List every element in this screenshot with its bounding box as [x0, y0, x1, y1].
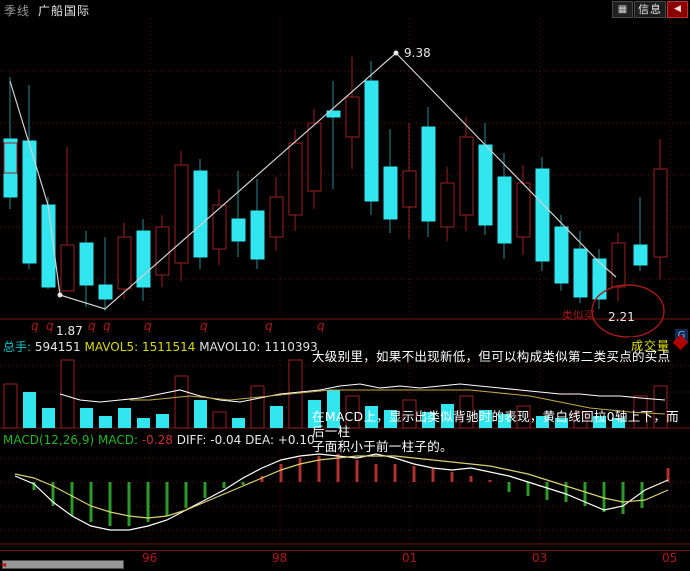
mavol5-value: 1511514: [141, 340, 196, 354]
volume-panel-tag: 成交量: [628, 337, 672, 354]
macd-annotation-text: 在MACD上，显示出类似背驰时的表现，黄白线回拉0轴上下，而后一柱 子面积小于前…: [312, 409, 679, 454]
trend-down-initial: [9, 80, 61, 296]
scroll-left-arrow[interactable]: ◄: [0, 560, 7, 569]
x-tick-label: 03: [532, 551, 548, 565]
trend-lines: [9, 52, 617, 310]
mavol10-line: [130, 389, 666, 415]
info-button[interactable]: 信息: [634, 1, 666, 18]
price-chart-svg: [0, 19, 690, 338]
q-marker: q: [265, 319, 273, 333]
macd-indicator-name: MACD(12,26,9): [3, 433, 95, 447]
macd-value-label: MACD:: [97, 433, 138, 447]
x-tick-label: 05: [662, 551, 678, 565]
mavol10-value: 1110393: [264, 340, 318, 354]
volume-chart-svg: [0, 356, 690, 429]
candlestick-series: [3, 57, 668, 311]
macd-chart-svg: [0, 450, 690, 545]
trend-up-major: [59, 52, 397, 310]
dea-label: DEA:: [245, 433, 274, 447]
x-tick-label: 96: [142, 551, 158, 565]
title-text: 季线 广船国际: [4, 2, 90, 19]
q-marker: q: [200, 319, 208, 333]
grid-icon[interactable]: ▦: [612, 1, 633, 18]
buy-point-ellipse: [591, 284, 665, 338]
q-marker: q: [31, 319, 39, 333]
title-bar: 季线 广船国际 ▦ 信息 ◀: [0, 0, 690, 20]
volume-bars: [3, 359, 668, 429]
circled-low-label: 2.21: [608, 310, 635, 324]
q-marker: q: [103, 319, 111, 333]
macd-grid: [0, 450, 690, 544]
swing-high-label: 9.38: [404, 46, 431, 60]
volume-total-label: 总手:: [3, 340, 32, 354]
q-marker: q: [88, 319, 96, 333]
volume-readout: 总手: 594151 MAVOL5: 1511514 MAVOL10: 1110…: [3, 338, 318, 355]
trend-down-major: [395, 52, 601, 264]
price-annotation-text: 大级别里，如果不出现新低，但可以构成类似第二类买点的买点: [312, 349, 671, 364]
q-marker: q: [144, 319, 152, 333]
close-icon[interactable]: ◀: [667, 1, 688, 18]
q-marker: q: [317, 319, 325, 333]
mavol5-line: [59, 383, 666, 403]
stock-name-label: 广船国际: [38, 4, 91, 18]
diff-line: [14, 453, 669, 531]
macd-readout: MACD(12,26,9) MACD: -0.28 DIFF: -0.04 DE…: [3, 433, 315, 447]
price-chart-panel[interactable]: 9.38 1.87 2.21 类似买 G: [0, 19, 690, 343]
macd-value: -0.28: [141, 433, 173, 447]
cycle-label: 季线: [4, 4, 31, 18]
swing-low-label: 1.87: [56, 324, 83, 338]
macd-chart-panel[interactable]: [0, 450, 690, 550]
diff-value: -0.04: [210, 433, 242, 447]
x-tick-label: 01: [402, 551, 418, 565]
volume-total-value: 594151: [34, 340, 81, 354]
mavol5-label: MAVOL5:: [84, 340, 139, 354]
title-bar-buttons: ▦ 信息 ◀: [612, 1, 688, 18]
macd-histogram: [32, 454, 670, 526]
swing-high-marker: [393, 50, 399, 56]
candle-group: [3, 57, 668, 311]
dea-line: [14, 455, 669, 519]
price-grid-horizontal: [0, 70, 690, 280]
horizontal-scrollbar[interactable]: [2, 560, 124, 569]
swing-low-marker: [57, 292, 63, 298]
price-grid-vertical: [149, 19, 671, 319]
dea-value: +0.10: [277, 433, 315, 447]
mavol10-label: MAVOL10:: [199, 340, 261, 354]
volume-chart-panel[interactable]: [0, 356, 690, 430]
x-tick-label: 98: [272, 551, 288, 565]
q-marker: q: [46, 319, 54, 333]
buy-point-note: 类似买: [562, 309, 595, 322]
diff-label: DIFF:: [176, 433, 207, 447]
x-axis-separator: [0, 550, 690, 551]
trend-hook: [599, 262, 617, 278]
